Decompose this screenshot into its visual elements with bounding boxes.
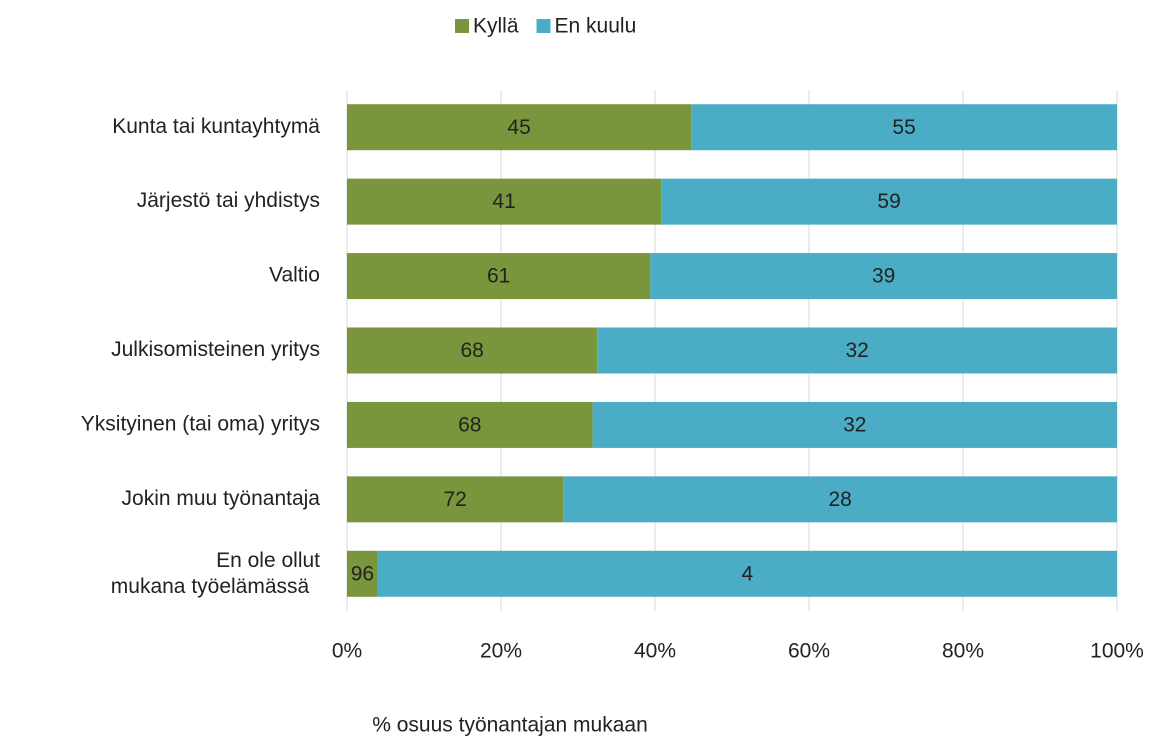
y-tick-label: Yksityinen (tai oma) yritys xyxy=(81,412,320,435)
data-label: 4 xyxy=(742,562,754,585)
legend-swatch xyxy=(536,19,551,33)
bar-segment xyxy=(661,178,1117,225)
bar-segment xyxy=(347,104,692,151)
data-label: 45 xyxy=(507,116,530,139)
data-label: 39 xyxy=(872,265,895,288)
x-tick-label: 80% xyxy=(942,640,984,663)
bar-segment xyxy=(597,327,1117,374)
x-tick-label: 100% xyxy=(1090,640,1144,663)
bar-segment xyxy=(563,476,1117,523)
data-label: 32 xyxy=(843,413,866,436)
bar-segment xyxy=(691,104,1117,151)
legend-swatch xyxy=(455,19,469,33)
bar-segment xyxy=(347,476,564,523)
x-tick-label: 0% xyxy=(332,640,362,663)
data-label: 61 xyxy=(487,265,510,288)
bar-segment xyxy=(377,550,1117,597)
bar-segment xyxy=(650,253,1117,300)
legend-label: En kuulu xyxy=(555,15,637,38)
y-tick-label: Jokin muu työnantaja xyxy=(122,487,321,510)
data-label: 96 xyxy=(351,562,374,585)
data-label: 59 xyxy=(877,190,900,213)
x-tick-label: 40% xyxy=(634,640,676,663)
bar-segment xyxy=(347,178,662,225)
data-label: 72 xyxy=(444,488,467,511)
x-tick-label: 60% xyxy=(788,640,830,663)
bar-segment xyxy=(347,253,651,300)
x-axis-label: % osuus työnantajan mukaan xyxy=(372,714,648,737)
y-tick-label: Järjestö tai yhdistys xyxy=(137,189,320,212)
data-label: 55 xyxy=(892,116,915,139)
data-label: 41 xyxy=(492,190,515,213)
x-tick-label: 20% xyxy=(480,640,522,663)
y-tick-label: Valtio xyxy=(269,264,320,287)
y-tick-label: Julkisomisteinen yritys xyxy=(111,338,320,361)
legend-label: Kyllä xyxy=(473,15,519,38)
y-tick-label: En ole ollut mukana työelämässä xyxy=(111,548,320,597)
data-label: 32 xyxy=(845,339,868,362)
data-label: 68 xyxy=(460,339,483,362)
bar-segment xyxy=(592,401,1117,448)
bar-segment xyxy=(347,550,378,597)
data-label: 28 xyxy=(829,488,852,511)
y-tick-label: Kunta tai kuntayhtymä xyxy=(112,115,320,138)
bar-segment xyxy=(347,327,598,374)
bar-segment xyxy=(347,401,593,448)
data-label: 68 xyxy=(458,413,481,436)
